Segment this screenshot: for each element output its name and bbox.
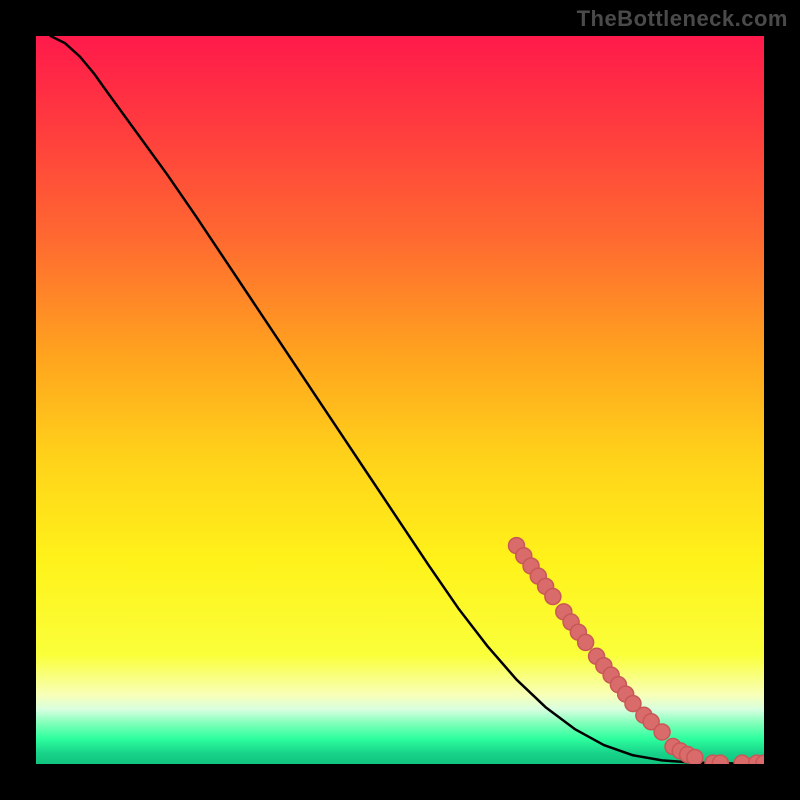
data-marker bbox=[734, 755, 750, 764]
data-marker bbox=[545, 589, 561, 605]
plot-area bbox=[36, 36, 764, 764]
data-marker bbox=[712, 755, 728, 764]
chart-frame: TheBottleneck.com bbox=[0, 0, 800, 800]
plot-svg bbox=[36, 36, 764, 764]
watermark-text: TheBottleneck.com bbox=[577, 6, 788, 32]
data-marker bbox=[578, 634, 594, 650]
data-marker bbox=[654, 724, 670, 740]
data-marker bbox=[687, 749, 703, 764]
